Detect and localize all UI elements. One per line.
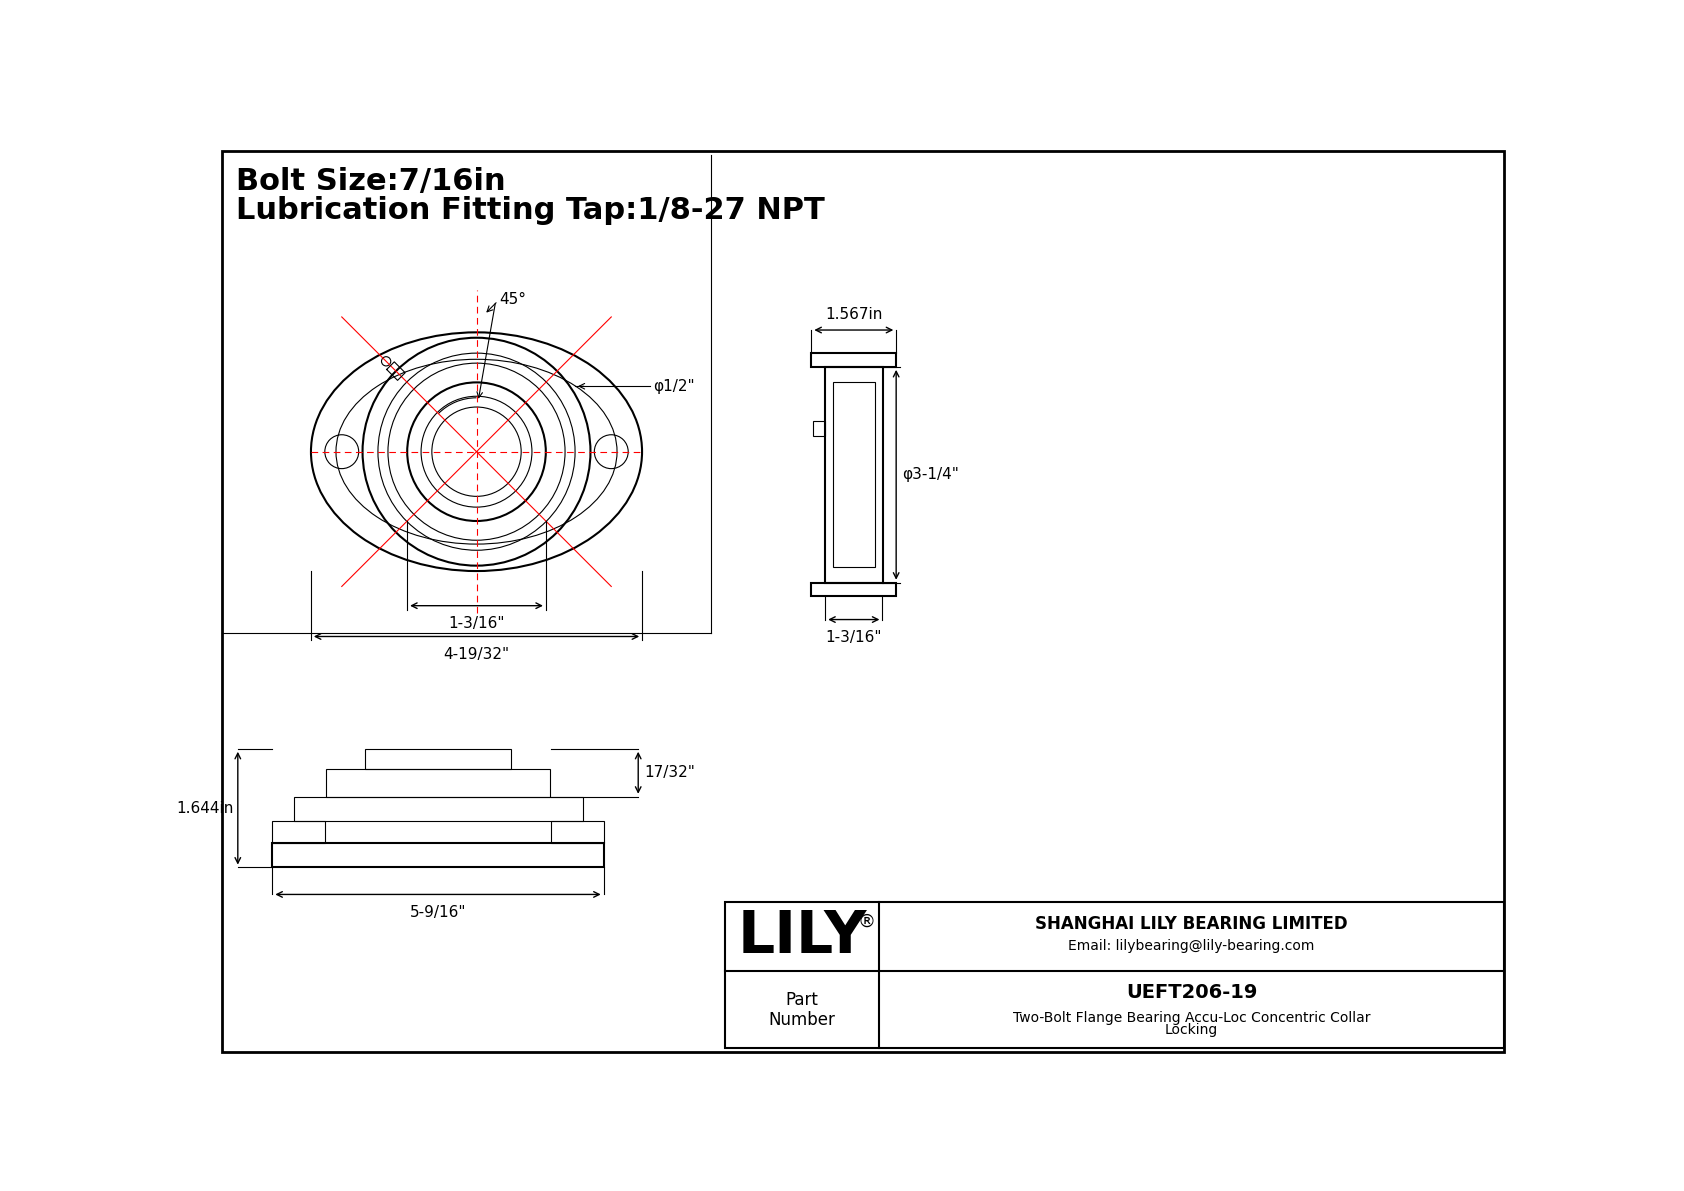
Text: UEFT206-19: UEFT206-19: [1127, 984, 1258, 1003]
Text: LILY: LILY: [738, 909, 867, 965]
Text: 1-3/16": 1-3/16": [448, 617, 505, 631]
Text: Part
Number: Part Number: [770, 991, 835, 1029]
Bar: [327, 769, 549, 797]
Text: Bolt Size:7/16in: Bolt Size:7/16in: [236, 167, 505, 195]
Bar: [295, 797, 583, 822]
Bar: [551, 822, 603, 843]
Text: 17/32": 17/32": [645, 766, 695, 780]
Text: φ3-1/4": φ3-1/4": [903, 467, 960, 482]
Bar: [812, 582, 896, 597]
Text: 1-3/16": 1-3/16": [825, 630, 882, 646]
Text: 1.644in: 1.644in: [177, 800, 234, 816]
Text: 45°: 45°: [500, 292, 527, 307]
Bar: [825, 367, 882, 582]
Text: ®: ®: [857, 912, 876, 930]
Bar: [813, 420, 825, 436]
Bar: [365, 749, 512, 769]
Text: 4-19/32": 4-19/32": [443, 647, 510, 662]
Text: Two-Bolt Flange Bearing Accu-Loc Concentric Collar: Two-Bolt Flange Bearing Accu-Loc Concent…: [1012, 1011, 1371, 1024]
Text: Lubrication Fitting Tap:1/8-27 NPT: Lubrication Fitting Tap:1/8-27 NPT: [236, 197, 825, 225]
Text: 1.567in: 1.567in: [825, 307, 882, 323]
Bar: [273, 843, 603, 867]
Bar: [273, 822, 325, 843]
Text: Email: lilybearing@lily-bearing.com: Email: lilybearing@lily-bearing.com: [1068, 939, 1315, 953]
Text: φ1/2": φ1/2": [653, 379, 695, 394]
Bar: [726, 902, 1504, 1048]
Text: Locking: Locking: [1165, 1023, 1218, 1037]
Text: 5-9/16": 5-9/16": [409, 905, 466, 921]
Bar: [812, 353, 896, 367]
Text: SHANGHAI LILY BEARING LIMITED: SHANGHAI LILY BEARING LIMITED: [1036, 916, 1347, 934]
Bar: [834, 382, 876, 567]
